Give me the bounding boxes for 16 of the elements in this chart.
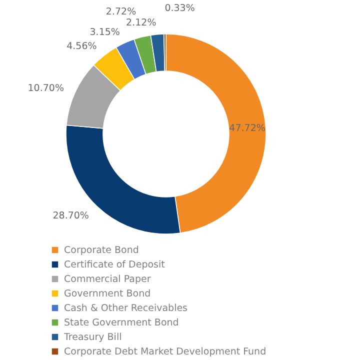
data-label: 4.56% (66, 40, 97, 52)
data-label: 2.12% (126, 17, 156, 28)
data-label: 0.33% (164, 3, 195, 14)
legend-label: Corporate Debt Market Development Fund (64, 346, 266, 358)
legend-label: Certificate of Deposit (64, 260, 166, 270)
legend-label: Cash & Other Receivables (64, 303, 188, 314)
legend-label: Commercial Paper (64, 274, 151, 285)
data-label: 28.70% (52, 210, 89, 222)
data-label: 47.72% (229, 123, 266, 134)
data-label: 2.72% (106, 6, 136, 18)
legend-label: State Government Bond (64, 318, 179, 328)
legend-label: Treasury Bill (63, 332, 122, 343)
data-label: 10.70% (28, 82, 64, 94)
legend-label: Corporate Bond (64, 245, 139, 256)
legend-label: Government Bond (64, 288, 151, 300)
data-label: 3.15% (90, 26, 120, 38)
